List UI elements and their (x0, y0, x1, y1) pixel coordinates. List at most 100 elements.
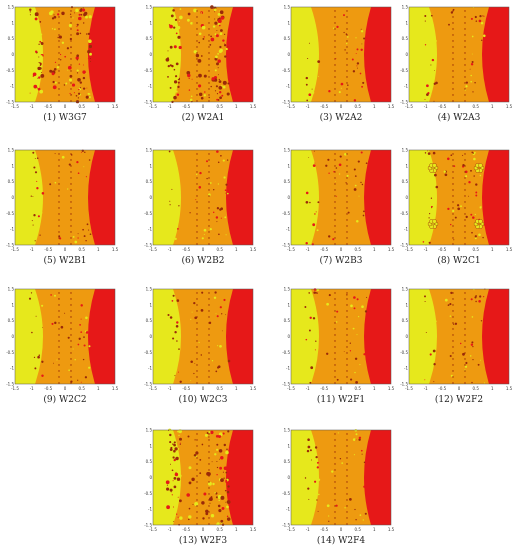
basin-speckle (334, 433, 336, 435)
basin-speckle (310, 459, 312, 461)
basin-speckle (364, 339, 366, 341)
basin-speckle (334, 370, 336, 372)
basin-speckle (214, 90, 217, 92)
basin-speckle (424, 379, 426, 381)
basin-speckle (218, 233, 220, 236)
basin-speckle (198, 84, 202, 88)
basin-speckle (173, 477, 177, 480)
basin-speckle (58, 322, 60, 324)
basin-speckle (452, 16, 454, 18)
basin-speckle (334, 463, 336, 465)
basin-speckle (429, 233, 431, 236)
basin-speckle (304, 477, 307, 479)
basin-speckle (58, 28, 60, 30)
basin-speckle (215, 85, 218, 88)
basin-speckle (179, 442, 181, 444)
y-tick-label: 1 (405, 302, 408, 307)
panel-caption: (13) W2F3 (178, 536, 228, 546)
basin-speckle (208, 231, 210, 233)
basin-speckle (210, 514, 215, 518)
basin-speckle (346, 58, 348, 60)
basin-speckle (80, 381, 82, 383)
basin-speckle (474, 81, 476, 84)
basin-speckle (41, 304, 44, 307)
basin-speckle (334, 310, 336, 312)
basin-speckle (40, 212, 43, 214)
basin-speckle (169, 448, 173, 451)
basin-speckle (464, 76, 466, 78)
basin-speckle (360, 449, 363, 452)
basin-speckle (176, 513, 178, 515)
basin-speckle (469, 68, 471, 70)
basin-speckle (58, 16, 60, 18)
basin-speckle (88, 229, 90, 231)
basin-speckle (351, 58, 354, 61)
basin-speckle (174, 447, 178, 451)
basin-speckle (206, 432, 209, 434)
panel-caption: (10) W2C3 (178, 395, 228, 405)
y-tick-label: 0 (287, 52, 290, 57)
basin-speckle (313, 150, 315, 152)
basin-speckle (481, 39, 483, 41)
basin-speckle (172, 514, 174, 516)
basin-speckle (196, 231, 198, 233)
basin-speckle (454, 322, 458, 325)
basin-speckle (225, 314, 227, 316)
basin-speckle (76, 54, 80, 58)
basin-speckle (168, 150, 171, 153)
basin-speckle (346, 34, 348, 36)
basin-speckle (464, 100, 466, 102)
basin-speckle (428, 217, 430, 219)
basin-speckle (334, 153, 336, 155)
basin-speckle (29, 92, 31, 94)
basin-speckle (173, 483, 175, 486)
basin-speckle (196, 457, 198, 459)
basin-speckle (208, 457, 210, 459)
basin-speckle (452, 159, 454, 161)
basin-speckle (58, 316, 60, 318)
basin-speckle (452, 183, 454, 185)
basin-speckle (316, 229, 319, 232)
basin-speckle (70, 16, 72, 18)
basin-speckle (174, 75, 178, 78)
basin-speckle (191, 477, 195, 482)
basin-speckle (208, 153, 210, 155)
basin-speckle (217, 74, 219, 76)
basin-speckle (72, 235, 75, 238)
basin-speckle (176, 299, 180, 302)
basin-speckle (88, 96, 91, 99)
basin-speckle (334, 511, 336, 513)
basin-speckle (307, 57, 309, 60)
basin-speckle (208, 431, 211, 434)
basin-plot: -1.5 -1 -0.5 0 0.5 1 1.51.510.50-0.5-1-1.5 (400, 148, 512, 253)
basin-speckle (39, 40, 42, 43)
basin-speckle (471, 341, 474, 344)
basin-speckle (53, 362, 54, 364)
basin-speckle (338, 173, 341, 175)
basin-speckle (58, 58, 60, 60)
basin-speckle (305, 200, 309, 204)
basin-speckle (313, 288, 317, 291)
basin-speckle (29, 8, 32, 11)
basin-speckle (208, 225, 210, 227)
basin-speckle (474, 213, 476, 216)
basin-speckle (464, 70, 466, 72)
basin-speckle (218, 78, 220, 81)
basin-speckle (200, 309, 204, 312)
basin-speckle (336, 378, 339, 381)
basin-speckle (334, 469, 336, 471)
basin-speckle (475, 194, 478, 197)
basin-speckle (67, 65, 72, 70)
basin-speckle (226, 92, 230, 96)
x-tick-label: 1 (97, 247, 100, 252)
basin-speckle (346, 340, 348, 342)
basin-speckle (173, 443, 176, 447)
basin-speckle (90, 60, 92, 62)
basin-speckle (39, 67, 42, 70)
basin-speckle (78, 63, 81, 65)
basin-speckle (347, 211, 350, 214)
basin-speckle (346, 445, 348, 447)
basin-speckle (452, 10, 454, 12)
basin-speckle (70, 298, 72, 300)
basin-speckle (311, 216, 314, 220)
